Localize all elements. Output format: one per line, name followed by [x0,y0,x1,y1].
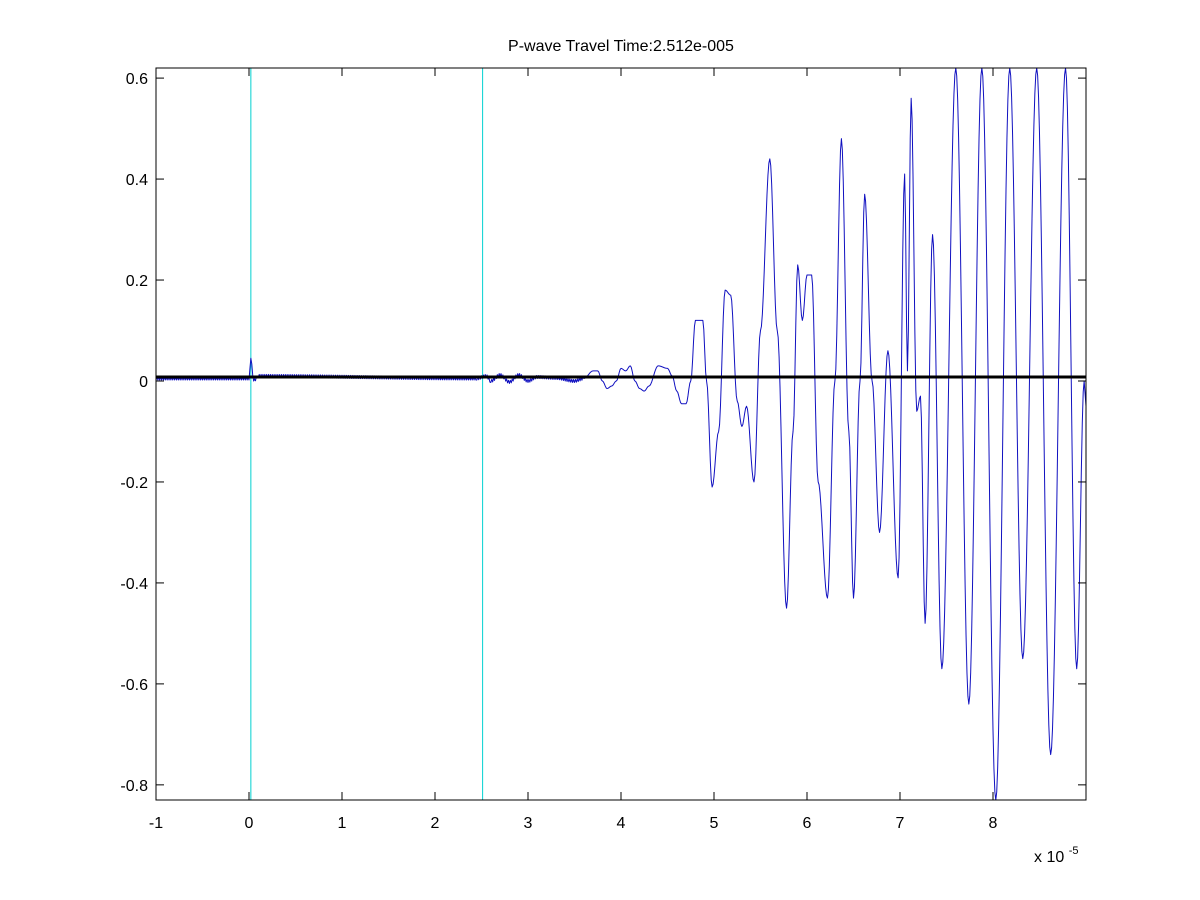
x-tick-label: 2 [431,815,440,832]
x-tick-label: 7 [896,815,905,832]
x-tick-label: 5 [710,815,719,832]
chart-title: P-wave Travel Time:2.512e-005 [508,38,734,55]
x-tick-label: 6 [803,815,812,832]
y-tick-label: -0.8 [120,778,148,795]
y-tick-label: 0 [139,374,148,391]
plot-area [156,68,1086,800]
x-multiplier-base: x 10 [1034,849,1064,866]
x-multiplier-exponent: -5 [1069,845,1079,857]
y-tick-label: -0.2 [120,475,148,492]
x-multiplier-label: x 10 -5 [1034,845,1078,866]
x-tick-label: 3 [524,815,533,832]
x-tick-label: 0 [245,815,254,832]
x-tick-label: -1 [149,815,163,832]
x-tick-label: 1 [338,815,347,832]
y-tick-label: 0.4 [126,172,148,189]
x-axis: -1 0 1 2 3 4 5 6 7 8 [149,68,998,832]
y-tick-label: 0.6 [126,71,148,88]
y-tick-label: 0.2 [126,273,148,290]
y-tick-label: -0.4 [120,576,148,593]
y-tick-label: -0.6 [120,677,148,694]
x-tick-label: 8 [989,815,998,832]
y-axis: -0.8 -0.6 -0.4 -0.2 0 0.2 0.4 0.6 [120,71,1086,795]
vertical-markers [250,68,484,800]
x-tick-label: 4 [617,815,626,832]
